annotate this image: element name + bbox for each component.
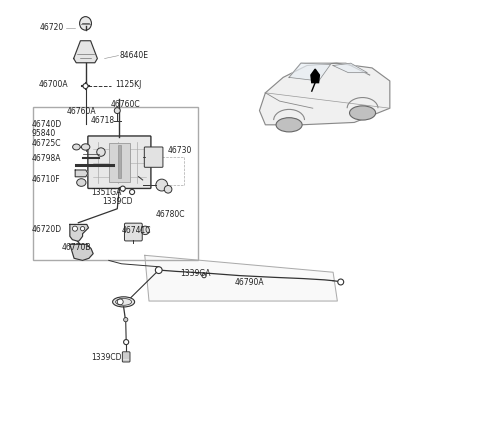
Text: 46741C: 46741C (121, 226, 151, 235)
Text: 1339CD: 1339CD (102, 197, 133, 206)
Ellipse shape (77, 179, 86, 186)
Bar (109, 143, 130, 181)
Text: 46730: 46730 (168, 146, 192, 155)
Text: 46700A: 46700A (39, 80, 69, 89)
Text: 46720: 46720 (40, 23, 64, 32)
Text: 46780C: 46780C (156, 210, 185, 219)
Polygon shape (333, 63, 367, 73)
FancyBboxPatch shape (124, 223, 142, 241)
Circle shape (164, 185, 172, 193)
Circle shape (156, 179, 168, 191)
Text: 46798A: 46798A (32, 154, 61, 163)
Text: 1339GA: 1339GA (180, 269, 210, 279)
Polygon shape (311, 69, 319, 83)
Circle shape (124, 317, 128, 322)
Bar (33, 107, 198, 260)
Text: 46760C: 46760C (111, 100, 141, 109)
Text: 46720D: 46720D (32, 225, 62, 234)
Ellipse shape (72, 144, 80, 150)
Circle shape (130, 190, 134, 195)
Text: 46718: 46718 (91, 116, 115, 125)
Polygon shape (75, 170, 88, 177)
Text: 46760A: 46760A (66, 107, 96, 116)
Text: 46790A: 46790A (235, 278, 264, 287)
Polygon shape (70, 225, 88, 242)
Circle shape (81, 227, 84, 231)
Ellipse shape (113, 297, 134, 307)
Circle shape (72, 226, 77, 231)
Text: 1125KJ: 1125KJ (115, 80, 142, 89)
Polygon shape (73, 41, 97, 63)
FancyBboxPatch shape (122, 352, 130, 362)
Circle shape (114, 108, 120, 114)
Text: 46770B: 46770B (61, 243, 91, 252)
Circle shape (202, 273, 206, 278)
Circle shape (83, 83, 88, 89)
Text: 46740D: 46740D (32, 120, 62, 129)
Ellipse shape (349, 106, 376, 120)
Circle shape (156, 267, 162, 273)
Circle shape (141, 226, 149, 235)
Polygon shape (70, 245, 93, 260)
Circle shape (97, 148, 105, 156)
FancyBboxPatch shape (88, 136, 151, 188)
Text: 1351GA: 1351GA (91, 188, 121, 197)
Circle shape (117, 299, 123, 305)
Polygon shape (260, 63, 390, 125)
Text: 46725C: 46725C (32, 139, 61, 148)
Bar (118, 145, 121, 178)
Text: 95840: 95840 (32, 129, 56, 138)
Circle shape (338, 279, 344, 285)
FancyBboxPatch shape (144, 147, 163, 167)
Circle shape (120, 186, 125, 191)
Text: 1339CD: 1339CD (91, 353, 121, 362)
Ellipse shape (276, 118, 302, 132)
Polygon shape (145, 255, 337, 301)
Circle shape (124, 340, 129, 345)
Ellipse shape (82, 144, 90, 150)
Text: 46710F: 46710F (32, 175, 60, 184)
Text: 84640E: 84640E (120, 51, 148, 60)
Polygon shape (289, 63, 331, 81)
Ellipse shape (80, 17, 92, 30)
